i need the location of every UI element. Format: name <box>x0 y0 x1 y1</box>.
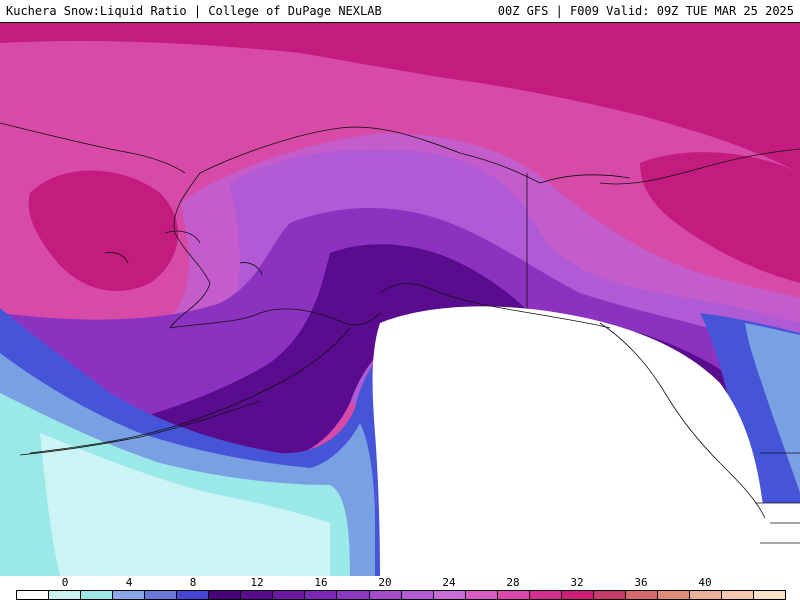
alaska-north-coast <box>199 126 631 184</box>
color-scale-tick-label: 16 <box>314 576 328 589</box>
color-scale-tick-label: 4 <box>125 576 133 589</box>
bering-islands <box>104 230 263 276</box>
map-title: Kuchera Snow:Liquid Ratio | College of D… <box>6 4 382 18</box>
color-scale-cell <box>145 591 178 599</box>
color-scale-tick-label: 40 <box>698 576 712 589</box>
color-scale-cell <box>657 591 690 599</box>
color-scale-cell <box>209 591 242 599</box>
color-scale-cell <box>337 591 370 599</box>
color-scale-bar <box>16 590 786 600</box>
color-scale-cell <box>433 591 466 599</box>
color-scale-cell <box>529 591 562 599</box>
alaska-panhandle-coast <box>599 322 766 519</box>
model-run-info: 00Z GFS | F009 Valid: 09Z TUE MAR 25 202… <box>497 4 794 18</box>
color-scale-cell <box>81 591 114 599</box>
color-scale-cell <box>593 591 626 599</box>
aleutian-chain <box>19 400 261 456</box>
color-scale-cell <box>561 591 594 599</box>
color-scale: 0 4 8 12 16 20 24 28 32 36 40 <box>0 576 800 600</box>
siberia-coast <box>0 122 186 174</box>
color-scale-cell <box>689 591 723 599</box>
color-scale-cell <box>722 591 755 599</box>
bc-border <box>755 452 800 544</box>
color-scale-cell <box>497 591 530 599</box>
color-scale-cell <box>49 591 82 599</box>
color-scale-tick-label: 12 <box>250 576 264 589</box>
color-scale-cell <box>177 591 210 599</box>
color-scale-cell <box>369 591 402 599</box>
alaska-west-coast <box>169 172 211 329</box>
color-scale-tick-label: 36 <box>634 576 648 589</box>
yukon-coast <box>599 148 800 185</box>
snow-ratio-map <box>0 23 800 576</box>
field-lightblue-bc <box>745 323 800 493</box>
color-scale-cell <box>17 591 50 599</box>
color-scale-cell <box>305 591 338 599</box>
color-scale-tick-label: 0 <box>61 576 69 589</box>
field-pale-cyan <box>40 433 330 576</box>
field-bc-land <box>755 503 800 576</box>
field-deep-magenta-bering <box>28 170 179 292</box>
color-scale-cell <box>465 591 498 599</box>
color-scale-cell <box>241 591 274 599</box>
alaska-south-coast <box>379 283 611 329</box>
map-header: Kuchera Snow:Liquid Ratio | College of D… <box>0 0 800 23</box>
color-scale-tick-label: 28 <box>506 576 520 589</box>
color-scale-tick-label: 32 <box>570 576 584 589</box>
color-scale-cell <box>113 591 146 599</box>
field-deep-magenta-yukon <box>640 152 800 283</box>
coastlines <box>0 122 800 544</box>
alaska-southwest-coast <box>169 308 381 329</box>
color-scale-tick-label: 20 <box>378 576 392 589</box>
color-scale-tick-label: 8 <box>189 576 197 589</box>
field-rain-white <box>372 306 770 576</box>
field-deep-magenta-north <box>0 23 800 173</box>
color-scale-cell <box>625 591 658 599</box>
alaska-peninsula <box>29 327 351 454</box>
map-canvas <box>0 23 800 576</box>
color-scale-cell <box>754 591 786 599</box>
color-scale-cell <box>273 591 306 599</box>
color-scale-tick-label: 24 <box>442 576 456 589</box>
color-scale-cell <box>401 591 434 599</box>
